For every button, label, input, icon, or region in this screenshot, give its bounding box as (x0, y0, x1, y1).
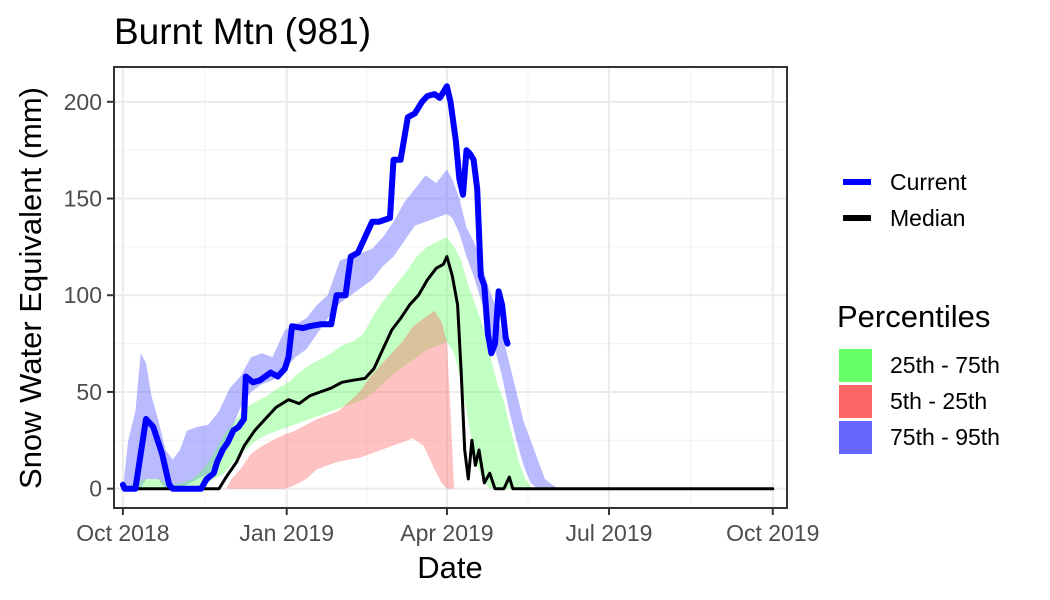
chart-title: Burnt Mtn (981) (114, 11, 371, 52)
y-tick-label: 0 (89, 476, 102, 502)
y-tick-label: 100 (64, 282, 102, 308)
band-25th-75th (122, 237, 533, 489)
panel-border (113, 66, 788, 509)
legend-label-current: Current (890, 169, 967, 195)
series-line-median (121, 255, 775, 491)
legend-key-75th-95th (839, 421, 872, 454)
band-5th-25th (226, 310, 455, 489)
legend-key-25th-75th (839, 349, 872, 382)
band-75th-95th (122, 169, 560, 489)
legend-label-5th-25th: 5th - 25th (890, 388, 987, 414)
x-tick-label: Oct 2019 (726, 520, 819, 546)
y-tick-label: 50 (76, 379, 102, 405)
y-tick-label: 150 (64, 186, 102, 212)
legend-label-25th-75th: 25th - 75th (890, 352, 1000, 378)
legend-label-median: Median (890, 205, 965, 231)
x-tick-label: Apr 2019 (400, 520, 493, 546)
y-tick-label: 200 (64, 89, 102, 115)
x-axis-title: Date (417, 550, 482, 585)
legend-label-75th-95th: 75th - 95th (890, 424, 1000, 450)
y-axis-title: Snow Water Equivalent (mm) (13, 87, 48, 489)
x-tick-label: Oct 2018 (76, 520, 169, 546)
legend-title: Percentiles (837, 299, 990, 334)
series-line-current (119, 83, 511, 492)
x-tick-label: Jul 2019 (565, 520, 652, 546)
legend-key-5th-25th (839, 385, 872, 418)
x-tick-label: Jan 2019 (239, 520, 334, 546)
panel-background (114, 67, 787, 508)
legend: Current Median Percentiles 25th - 75th 5th -… (837, 169, 1000, 454)
plot-area: Oct 2018 Jan 2019 Apr 2019 Jul 2019 Oct 2019… (64, 66, 819, 546)
